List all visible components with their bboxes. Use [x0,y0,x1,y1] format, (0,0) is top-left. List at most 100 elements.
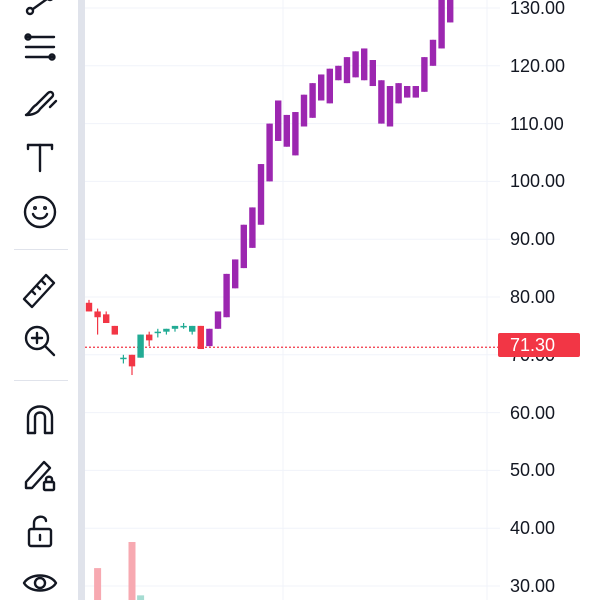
candle [257,164,265,225]
price-tick-label: 40.00 [510,518,556,539]
candle-body [240,224,247,269]
candle [283,114,290,147]
candle-body [326,68,333,104]
candle [266,123,273,182]
candle-body [197,325,204,350]
candle [146,331,153,347]
candle [197,325,204,350]
price-tick-label: 110.00 [510,113,564,134]
candle [189,325,196,335]
magnet-icon [26,405,54,435]
candle-body [266,123,273,182]
candle-body [292,112,299,156]
text-tool[interactable] [14,134,66,180]
price-tick-label: 100.00 [510,171,566,192]
lock-all-tool[interactable] [14,508,66,554]
brush-icon [24,90,58,117]
eye-icon [22,574,58,592]
candle-body [361,48,368,81]
pencil-lock-icon [24,460,56,492]
toolbar-border [78,0,85,600]
candle-body [120,357,127,360]
candle-body [438,0,445,49]
candle-body [154,331,161,334]
zoom-tool[interactable] [14,318,66,364]
fib-retracement-icon [24,33,56,61]
text-icon [26,143,54,173]
brush-tool[interactable] [14,80,66,126]
measure-tool[interactable] [14,266,66,312]
candle [111,325,118,335]
candle-body [275,100,282,141]
candle [275,100,282,141]
candle [128,354,136,376]
candle-body [378,80,385,124]
volume-bars [94,542,145,600]
candle [395,83,402,104]
magnet-tool[interactable] [14,396,66,442]
candle [386,86,394,127]
candle [318,74,325,101]
candle-body [412,86,419,98]
candle-body [335,65,342,81]
candle [154,328,161,338]
candle-body [404,86,411,98]
volume-bar [137,595,145,600]
candlestick-series [85,0,454,376]
toolbar-divider [14,249,68,250]
candle [352,51,359,78]
hide-tool[interactable] [14,560,66,606]
candle [163,328,170,335]
candle [232,259,239,289]
candle [171,325,179,332]
candle-body [309,83,316,118]
candle [421,57,428,92]
lock-drawings-tool[interactable] [14,451,66,497]
candle-body [369,60,376,87]
candle [404,86,411,98]
candle-body [85,302,93,312]
candle [447,0,454,23]
price-tick-label: 50.00 [510,460,556,481]
price-tick-label: 130.00 [510,0,566,18]
unlock-icon [27,515,53,548]
candle [103,311,110,324]
candle-body [421,57,428,92]
candle [292,112,299,156]
volume-bar [128,542,136,600]
trend-line-tool[interactable] [14,0,66,26]
candle-body [214,311,222,329]
price-chart[interactable] [85,0,500,600]
current-price-label: 71.30 [498,333,580,357]
candle-body [343,57,351,84]
candle-body [352,51,359,78]
candle [300,94,308,127]
candle-body [447,0,454,23]
emoji-tool[interactable] [14,189,66,235]
fib-tool[interactable] [14,24,66,70]
candle [343,57,351,84]
candle-body [223,273,230,318]
price-axis[interactable] [500,0,600,600]
candle [361,48,368,81]
candle-body [189,325,196,332]
candle-body [386,86,394,127]
candle-body [163,328,170,332]
candle [94,308,101,335]
candle [326,68,333,104]
candle [335,65,342,81]
candle-body [232,259,239,289]
candle-body [103,314,110,324]
candle [378,80,385,124]
candle-body [429,39,437,66]
candle-body [171,325,179,329]
price-tick-label: 80.00 [510,287,556,307]
candle [85,299,93,312]
candle-body [137,334,144,358]
candle [214,311,222,329]
trend-line-icon [25,0,53,16]
candle [429,39,437,66]
zoom-in-icon [24,325,56,357]
candle-body [318,74,325,101]
price-tick-label: 120.00 [510,55,566,76]
